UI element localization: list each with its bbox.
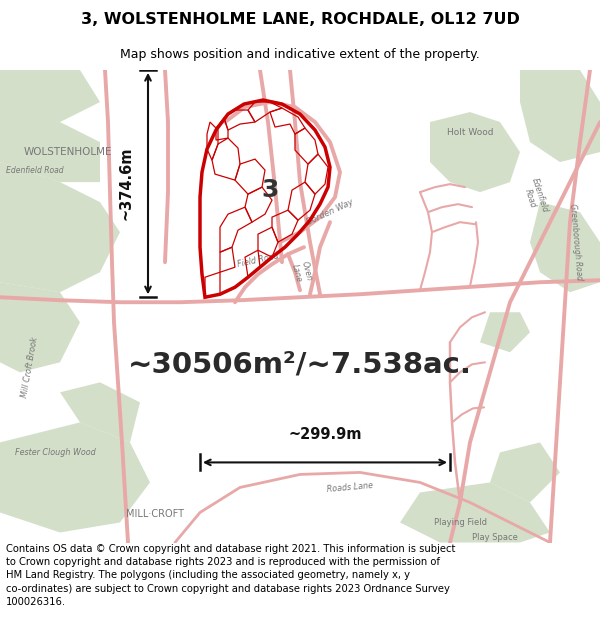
Polygon shape [480, 312, 530, 352]
Text: ~30506m²/~7.538ac.: ~30506m²/~7.538ac. [128, 350, 472, 378]
Text: Playing Field: Playing Field [433, 518, 487, 527]
Text: Contains OS data © Crown copyright and database right 2021. This information is : Contains OS data © Crown copyright and d… [6, 544, 455, 607]
Text: WOLSTENHOLME: WOLSTENHOLME [24, 147, 112, 157]
Polygon shape [490, 442, 560, 503]
Polygon shape [0, 162, 120, 292]
Polygon shape [0, 70, 100, 122]
Polygon shape [400, 482, 550, 542]
Text: ~374.6m: ~374.6m [119, 147, 133, 221]
Polygon shape [0, 422, 150, 532]
Text: 3, WOLSTENHOLME LANE, ROCHDALE, OL12 7UD: 3, WOLSTENHOLME LANE, ROCHDALE, OL12 7UD [80, 12, 520, 27]
Text: Edenfield Road: Edenfield Road [6, 166, 64, 174]
Text: Fester Clough Wood: Fester Clough Wood [14, 448, 95, 457]
Text: Greenborough Road: Greenborough Road [568, 203, 584, 281]
Text: Field Road: Field Road [236, 251, 280, 269]
Text: Edenfield
Road: Edenfield Road [520, 177, 550, 217]
Text: 3: 3 [262, 178, 278, 202]
Text: MILL·CROFT: MILL·CROFT [126, 509, 184, 519]
Text: Roads Lane: Roads Lane [326, 481, 373, 494]
Polygon shape [430, 112, 520, 192]
Polygon shape [530, 202, 600, 292]
Text: ~299.9m: ~299.9m [288, 428, 362, 442]
Polygon shape [60, 382, 140, 442]
Text: Oven
Lane: Oven Lane [290, 260, 314, 284]
Polygon shape [0, 282, 80, 372]
Text: Mill Croft Brook: Mill Croft Brook [20, 336, 40, 398]
Text: Holt Wood: Holt Wood [447, 127, 493, 137]
Text: Play Space: Play Space [472, 533, 518, 542]
Polygon shape [0, 122, 100, 182]
Text: Map shows position and indicative extent of the property.: Map shows position and indicative extent… [120, 48, 480, 61]
Text: Borden Way: Borden Way [305, 198, 355, 227]
Polygon shape [520, 70, 600, 162]
